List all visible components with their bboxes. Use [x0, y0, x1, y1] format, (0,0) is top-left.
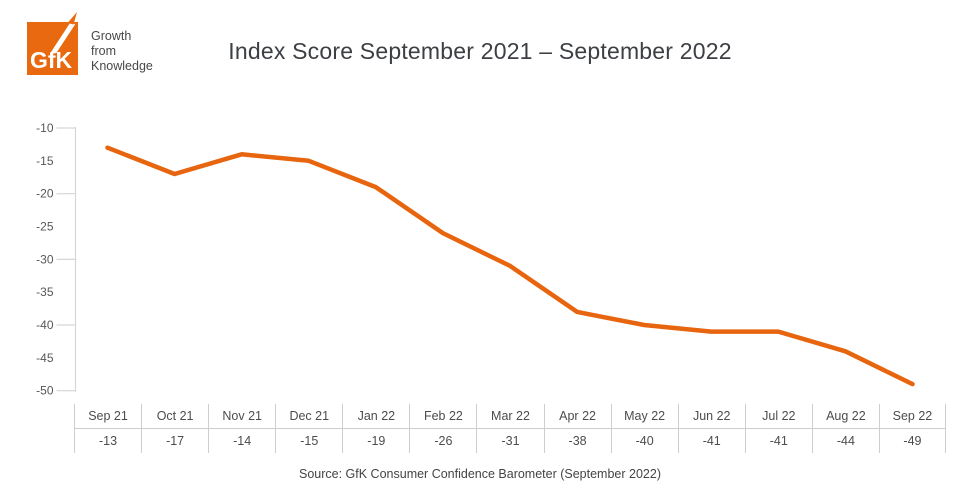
value-cell: -14: [208, 429, 275, 453]
value-cell: -19: [342, 429, 409, 453]
value-cell: -38: [543, 429, 611, 453]
y-axis-label: -40: [36, 318, 54, 332]
brand-tagline: Growth from Knowledge: [91, 29, 153, 74]
value-cell: -26: [409, 429, 476, 453]
month-cell: Jul 22: [744, 404, 812, 428]
month-cell: Aug 22: [811, 404, 879, 428]
value-cell: -41: [677, 429, 745, 453]
value-cell: -15: [275, 429, 342, 453]
y-axis-label: -25: [36, 220, 54, 234]
month-cell: Jun 22: [677, 404, 745, 428]
x-axis-data-table: Sep 21 Oct 21 Nov 21 Dec 21 Jan 22 Feb 22 Mar …: [74, 404, 946, 453]
y-axis-label: -20: [36, 187, 54, 201]
y-axis-label: -35: [36, 285, 54, 299]
month-cell: Dec 21: [275, 404, 342, 428]
gfk-logo-tip: [67, 12, 77, 25]
month-cell: Apr 22: [543, 404, 611, 428]
month-cell: Jan 22: [342, 404, 409, 428]
month-cell: Mar 22: [476, 404, 543, 428]
y-axis-label: -30: [36, 252, 54, 266]
month-cell: Feb 22: [409, 404, 476, 428]
month-cell: Oct 21: [141, 404, 208, 428]
y-axis-label: -45: [36, 351, 54, 365]
gfk-logo-icon: GfK: [27, 12, 78, 75]
month-cell: Sep 22: [878, 404, 946, 428]
value-cell: -44: [811, 429, 879, 453]
brand-header: GfK Growth from Knowledge: [27, 12, 153, 76]
tagline-line-2: from: [91, 44, 116, 58]
value-cell: -40: [610, 429, 678, 453]
value-cell: -13: [74, 429, 141, 453]
value-cell: -31: [476, 429, 543, 453]
source-text: Source: GfK Consumer Confidence Baromete…: [299, 467, 661, 481]
table-divider: [74, 428, 946, 429]
month-cell: Sep 21: [74, 404, 141, 428]
value-cell: -41: [744, 429, 812, 453]
y-axis-label: -15: [36, 154, 54, 168]
value-cell: -17: [141, 429, 208, 453]
gfk-logo-text: GfK: [30, 47, 73, 73]
month-cell: May 22: [610, 404, 678, 428]
y-axis-label: -10: [36, 121, 54, 135]
gfk-logo-slash: [51, 21, 76, 54]
value-cell: -49: [878, 429, 946, 453]
month-cell: Nov 21: [208, 404, 275, 428]
y-axis-label: -50: [36, 384, 54, 398]
index-score-line: [105, 145, 915, 387]
tagline-line-1: Growth: [91, 29, 132, 43]
page-title: Index Score September 2021 – September 2…: [228, 38, 732, 64]
tagline-line-3: Knowledge: [91, 59, 153, 73]
